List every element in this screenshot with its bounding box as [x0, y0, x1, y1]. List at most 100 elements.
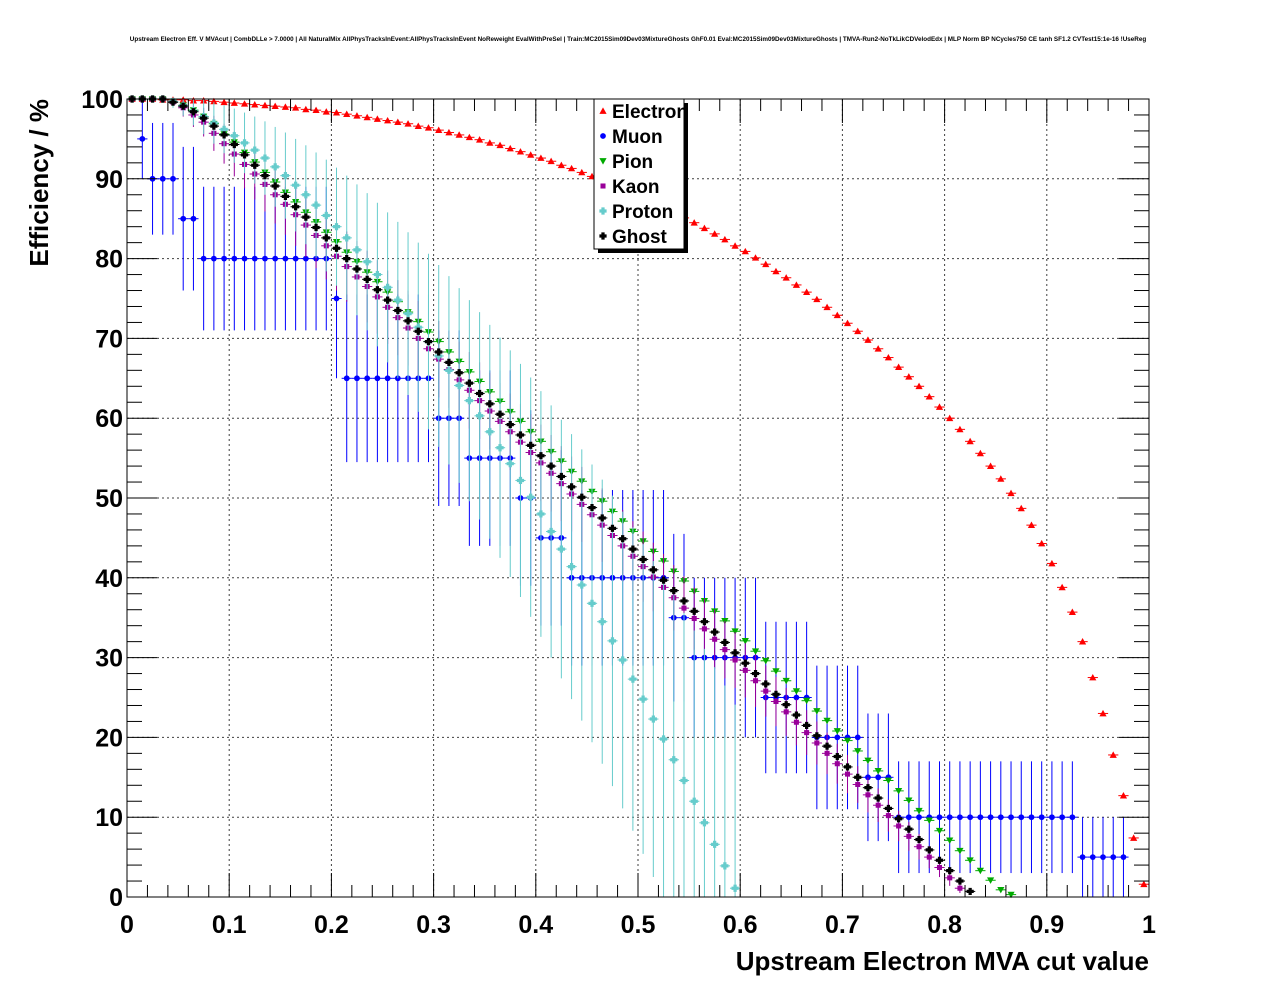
- data-point: [833, 311, 841, 319]
- data-point: [1049, 814, 1055, 821]
- data-point: [567, 563, 576, 571]
- data-point: [210, 122, 218, 130]
- data-point: [384, 283, 392, 291]
- data-point: [302, 255, 309, 262]
- data-point: [946, 837, 954, 844]
- data-point: [312, 223, 320, 232]
- data-point: [1079, 854, 1086, 860]
- data-point: [240, 100, 249, 107]
- data-point: [516, 148, 525, 155]
- data-point: [567, 164, 576, 172]
- data-point: [773, 698, 779, 705]
- data-point: [905, 797, 913, 805]
- data-point: [210, 255, 217, 262]
- data-point: [179, 102, 187, 110]
- data-point: [394, 118, 402, 126]
- data-point: [404, 310, 412, 318]
- data-point: [854, 773, 862, 781]
- data-point: [935, 856, 944, 864]
- data-point: [1008, 814, 1014, 821]
- data-point: [221, 255, 227, 262]
- x-tick-label: 0.5: [621, 911, 656, 939]
- data-point: [741, 659, 749, 667]
- data-point: [343, 255, 351, 263]
- legend-marker-electron: [599, 107, 607, 114]
- data-point: [312, 106, 320, 114]
- data-point: [762, 260, 770, 268]
- y-tick-label: 40: [95, 565, 123, 593]
- data-point: [332, 223, 341, 231]
- data-point: [834, 734, 841, 741]
- data-point: [1100, 854, 1106, 860]
- data-point: [935, 827, 944, 835]
- x-axis-label: Upstream Electron MVA cut value: [736, 946, 1149, 976]
- data-point: [731, 649, 739, 657]
- data-point: [711, 628, 719, 636]
- data-point: [363, 113, 371, 121]
- data-point: [1089, 854, 1096, 860]
- data-point: [855, 781, 861, 788]
- data-point: [742, 667, 748, 673]
- data-point: [414, 327, 422, 335]
- legend-label-electron: Electron: [612, 102, 688, 123]
- data-point: [271, 163, 279, 171]
- data-point: [262, 255, 268, 262]
- data-point: [547, 527, 555, 536]
- data-point: [721, 235, 729, 243]
- data-point: [537, 452, 545, 460]
- data-point: [987, 814, 994, 821]
- data-point: [731, 628, 739, 635]
- data-point: [302, 191, 310, 199]
- data-point: [251, 100, 259, 108]
- x-tick-label: 0.4: [518, 911, 553, 939]
- x-tick-label: 0.9: [1029, 911, 1064, 939]
- data-point: [374, 375, 381, 382]
- data-point: [670, 756, 678, 764]
- chart-title: Upstream Electron Eff. V MVAcut | CombDL…: [129, 36, 1147, 43]
- data-point: [824, 750, 830, 756]
- x-tick-label: 0.2: [314, 911, 349, 939]
- data-point: [557, 472, 565, 481]
- data-point: [639, 555, 647, 564]
- data-point: [957, 885, 963, 891]
- x-tick-label: 0.6: [723, 911, 758, 939]
- data-point: [608, 637, 617, 645]
- y-tick-label: 70: [95, 325, 123, 353]
- data-point: [547, 462, 555, 470]
- data-point: [854, 327, 862, 335]
- data-point: [976, 449, 984, 457]
- data-point: [527, 151, 535, 158]
- data-point: [322, 234, 330, 242]
- data-point: [578, 493, 586, 501]
- data-point: [885, 813, 891, 819]
- data-point: [1028, 814, 1035, 821]
- data-point: [302, 105, 310, 113]
- data-point: [588, 503, 596, 512]
- data-point: [1110, 854, 1117, 860]
- data-point: [977, 814, 984, 821]
- data-point: [690, 607, 698, 615]
- data-point: [1078, 638, 1087, 645]
- x-tick-label: 0: [120, 911, 134, 939]
- data-point: [865, 792, 871, 798]
- data-point: [230, 99, 238, 106]
- data-point: [281, 172, 290, 180]
- legend-label-kaon: Kaon: [612, 177, 660, 198]
- data-point: [486, 139, 494, 146]
- data-point: [404, 317, 412, 325]
- data-point: [986, 462, 995, 469]
- data-point: [762, 657, 770, 665]
- data-point: [680, 776, 688, 785]
- x-tick-label: 0.7: [825, 911, 860, 939]
- data-point: [281, 192, 290, 200]
- legend: Electron Muon Pion Kaon Proton Ghost: [593, 98, 688, 253]
- data-point: [465, 133, 473, 141]
- data-point: [230, 132, 238, 140]
- data-point: [384, 375, 391, 382]
- data-point: [1007, 891, 1015, 899]
- y-axis-label: Efficiency / %: [24, 99, 54, 267]
- data-point: [486, 400, 494, 408]
- data-point: [905, 373, 913, 380]
- data-point: [445, 366, 453, 374]
- data-point: [200, 255, 207, 262]
